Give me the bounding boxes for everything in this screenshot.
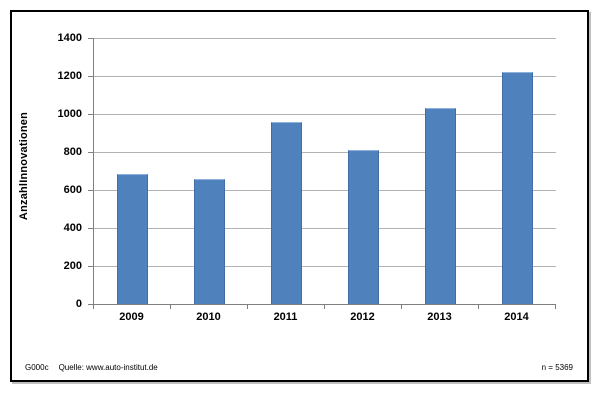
gridline-800 bbox=[94, 152, 556, 153]
x-axis-tick-label: 2009 bbox=[119, 311, 144, 323]
gridline-1000 bbox=[94, 114, 556, 115]
x-axis-tick-label: 2013 bbox=[427, 311, 452, 323]
x-axis-tick-label: 2014 bbox=[504, 311, 529, 323]
x-axis-tick-label: 2011 bbox=[273, 311, 298, 323]
y-axis-tick-label: 400 bbox=[63, 222, 82, 234]
x-axis-tick bbox=[170, 305, 171, 309]
bar-2014 bbox=[502, 72, 533, 304]
footer-note: G000c Quelle: www.auto-institut.de bbox=[25, 363, 158, 372]
bar-2013 bbox=[425, 108, 456, 304]
y-axis-tick bbox=[88, 152, 93, 153]
x-axis-tick bbox=[401, 305, 402, 309]
chart-frame: AnzahlInnovationen G000c Quelle: www.auto… bbox=[10, 10, 589, 382]
y-axis-tick-label: 600 bbox=[63, 184, 82, 196]
chart-code: G000c bbox=[25, 363, 49, 372]
y-axis-title: AnzahlInnovationen bbox=[18, 111, 30, 221]
x-axis-tick bbox=[555, 305, 556, 309]
y-axis-tick bbox=[88, 304, 93, 305]
gridline-600 bbox=[94, 190, 556, 191]
gridline-400 bbox=[94, 228, 556, 229]
gridline-200 bbox=[94, 266, 556, 267]
x-axis-tick bbox=[247, 305, 248, 309]
sample-size: n = 5369 bbox=[541, 363, 573, 372]
y-axis-tick bbox=[88, 114, 93, 115]
bar-2011 bbox=[271, 122, 302, 304]
y-axis-tick bbox=[88, 38, 93, 39]
y-axis-tick-label: 1200 bbox=[57, 70, 82, 82]
source-note: Quelle: www.auto-institut.de bbox=[58, 363, 158, 372]
y-axis-tick bbox=[88, 228, 93, 229]
bar-2012 bbox=[348, 150, 379, 304]
y-axis-tick bbox=[88, 76, 93, 77]
bar-2010 bbox=[194, 179, 225, 304]
y-axis-tick-label: 1000 bbox=[57, 108, 82, 120]
bar-2009 bbox=[117, 174, 148, 304]
x-axis-tick-label: 2010 bbox=[196, 311, 221, 323]
gridline-1200 bbox=[94, 76, 556, 77]
x-axis-tick-label: 2012 bbox=[350, 311, 375, 323]
y-axis-tick-label: 800 bbox=[63, 146, 82, 158]
y-axis-tick-label: 0 bbox=[75, 298, 82, 310]
x-axis-tick bbox=[324, 305, 325, 309]
plot-area bbox=[93, 38, 556, 305]
gridline-1400 bbox=[94, 38, 556, 39]
y-axis-tick bbox=[88, 266, 93, 267]
y-axis-tick-label: 200 bbox=[63, 260, 82, 272]
y-axis-tick-label: 1400 bbox=[57, 32, 82, 44]
y-axis-tick bbox=[88, 190, 93, 191]
x-axis-tick bbox=[93, 305, 94, 309]
x-axis-tick bbox=[478, 305, 479, 309]
